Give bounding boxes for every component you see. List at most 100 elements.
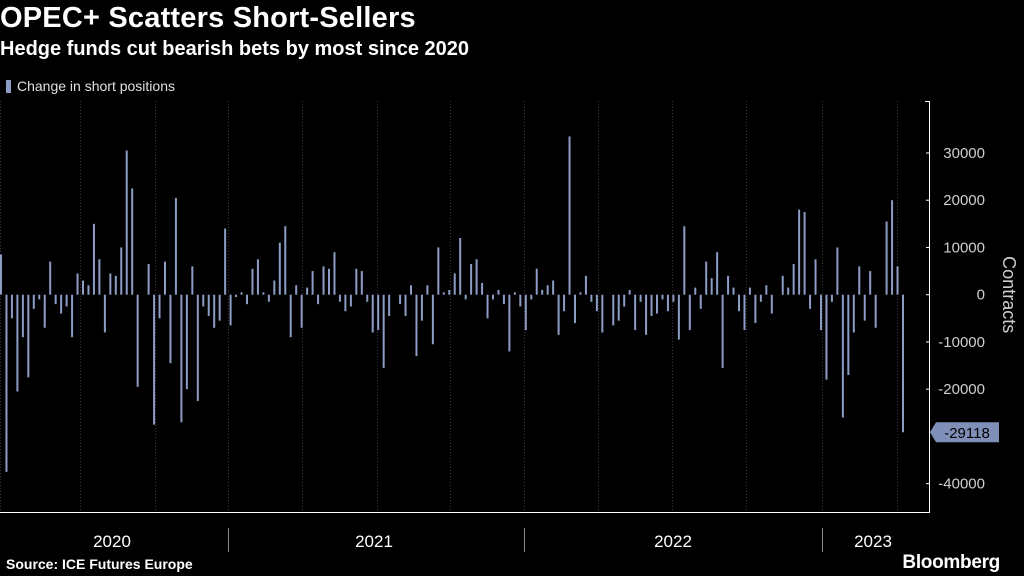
chart-bar [114, 275, 117, 295]
chart-title: OPEC+ Scatters Short-Sellers [0, 2, 416, 34]
y-tick-label: 20000 [943, 192, 985, 209]
chart-bar [322, 266, 325, 295]
chart-bar [251, 268, 254, 295]
y-tick-label: 0 [977, 287, 985, 304]
chart-bar [639, 294, 642, 302]
chart-bar [738, 294, 740, 312]
chart-bar [333, 252, 336, 295]
chart-bar [213, 294, 216, 328]
legend-swatch [6, 79, 11, 93]
chart-bar [284, 226, 287, 295]
chart-bar [420, 294, 423, 321]
chart-bar [486, 294, 489, 319]
chart-bar [612, 294, 615, 326]
chart-bar [590, 294, 593, 302]
chart-bar [16, 294, 19, 392]
chart-bar [814, 259, 817, 295]
chart-bar [191, 266, 194, 295]
chart-bar [481, 282, 484, 295]
chart-bar [382, 294, 385, 368]
chart-bar [98, 259, 101, 295]
chart-bar [273, 280, 276, 295]
chart-bar [568, 136, 571, 295]
chart-bar [464, 294, 467, 300]
callout-badge [930, 422, 999, 443]
chart-bar [349, 294, 352, 307]
chart-bar [54, 294, 57, 305]
chart-bar [10, 294, 13, 319]
chart-bar [65, 294, 68, 307]
chart-bar [502, 294, 505, 305]
chart-bar [240, 292, 243, 295]
chart-bar [787, 287, 790, 295]
chart-bar [519, 294, 522, 307]
chart-bar [847, 294, 850, 375]
chart-bar [174, 197, 177, 295]
chart-bar [841, 294, 844, 418]
chart-subtitle: Hedge funds cut bearish bets by most sin… [0, 38, 470, 60]
chart-bar [71, 294, 74, 338]
chart-bar [278, 242, 281, 295]
chart-bar [437, 247, 440, 295]
chart-bar [656, 294, 658, 314]
chart-bar [541, 289, 544, 295]
chart-bar [524, 294, 527, 331]
chart-bar [574, 294, 576, 324]
chart-bar [328, 268, 330, 295]
chart-bar [317, 294, 320, 305]
chart-bar [743, 294, 746, 331]
chart-bar [891, 200, 894, 295]
chart-bar [229, 294, 232, 326]
chart-bar [448, 289, 451, 295]
chart-bar [196, 294, 199, 401]
chart-bar [563, 294, 566, 312]
chart-bar [803, 212, 806, 295]
chart-bar [136, 294, 139, 387]
chart-bar [759, 294, 762, 302]
chart-bar [27, 294, 30, 378]
chart-bar [180, 294, 183, 423]
chart-bar [535, 268, 538, 295]
chart-bar [43, 294, 46, 328]
chart-bar [355, 268, 358, 295]
chart-bar [0, 254, 2, 295]
chart-bar [92, 223, 95, 295]
chart-bar [295, 285, 298, 295]
chart-bar [5, 294, 8, 472]
chart-bar [765, 285, 768, 295]
chart-bar [896, 266, 899, 295]
chart-bar [584, 275, 587, 295]
chart-bar [202, 294, 205, 307]
chart-bar [120, 247, 123, 295]
chart-bar [557, 294, 560, 335]
chart-bar [863, 294, 866, 321]
chart-bar [677, 294, 680, 340]
chart-bar [246, 294, 248, 305]
chart-bar [513, 292, 516, 295]
chart-bar [475, 259, 478, 295]
y-tick-label: 10000 [943, 239, 985, 256]
chart-bar [410, 285, 412, 295]
chart-bar [404, 294, 407, 316]
x-tick-label: 2022 [654, 532, 692, 551]
chart-bar [267, 294, 270, 302]
chart-bar [748, 287, 751, 295]
chart-bar [508, 294, 511, 352]
chart-bar [262, 292, 265, 295]
chart-bar [617, 294, 620, 321]
chart-bar [727, 275, 730, 295]
chart-bar [634, 294, 637, 331]
chart-bar [459, 238, 462, 295]
chart-bar [344, 294, 347, 312]
y-tick-label: -10000 [938, 334, 985, 351]
chart-bar [694, 287, 697, 295]
chart-bar [224, 228, 227, 295]
chart-bar [552, 280, 555, 295]
chart-bar [256, 259, 259, 295]
y-tick-label: -40000 [938, 476, 985, 493]
latest-value-callout: -29118 [930, 422, 999, 443]
chart-bar [82, 280, 84, 295]
chart-bar [377, 294, 380, 331]
chart-bar [710, 278, 713, 295]
